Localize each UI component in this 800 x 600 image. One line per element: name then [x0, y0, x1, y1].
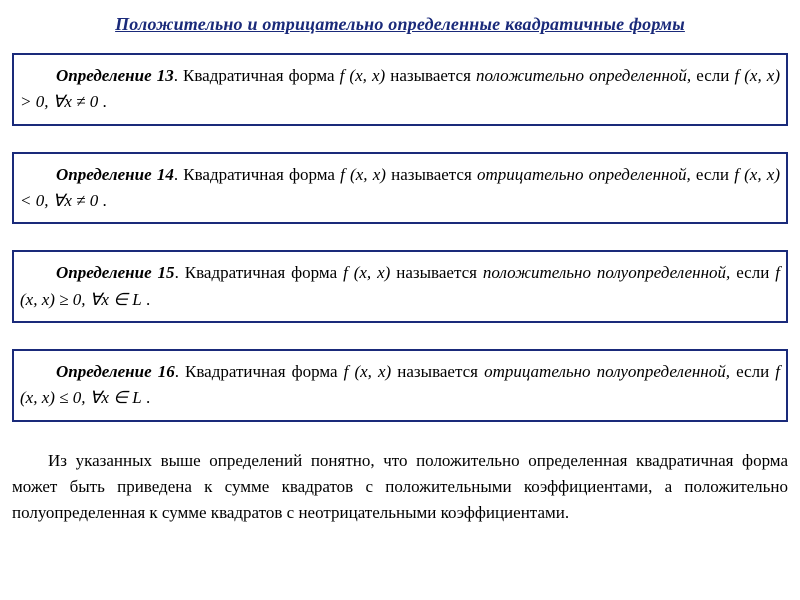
definition-15: Определение 15. Квадратичная форма f (x,… — [12, 250, 788, 323]
def16-lead: Определение 16 — [56, 362, 175, 381]
def16-post1: если — [730, 362, 775, 381]
def13-post1: если — [691, 66, 734, 85]
def13-lead: Определение 13 — [56, 66, 174, 85]
def14-post2: . — [98, 191, 107, 210]
def13-post2: . — [98, 92, 107, 111]
def15-mid: называется — [390, 263, 483, 282]
def16-pre: . Квадратичная форма — [175, 362, 344, 381]
def16-fxx: f (x, x) — [344, 362, 392, 381]
summary-paragraph: Из указанных выше определений понятно, ч… — [12, 448, 788, 527]
def14-mid: называется — [386, 165, 477, 184]
def15-post1: если — [730, 263, 775, 282]
def13-pre: . Квадратичная форма — [174, 66, 340, 85]
definition-14: Определение 14. Квадратичная форма f (x,… — [12, 152, 788, 225]
def14-fxx: f (x, x) — [340, 165, 386, 184]
summary-text: Из указанных выше определений понятно, ч… — [12, 451, 788, 523]
def13-fxx: f (x, x) — [340, 66, 386, 85]
definition-13: Определение 13. Квадратичная форма f (x,… — [12, 53, 788, 126]
def16-post2: . — [142, 388, 151, 407]
def15-lead: Определение 15 — [56, 263, 175, 282]
definition-16: Определение 16. Квадратичная форма f (x,… — [12, 349, 788, 422]
def13-mid: называется — [385, 66, 476, 85]
def15-post2: . — [142, 290, 151, 309]
def15-pre: . Квадратичная форма — [175, 263, 344, 282]
def14-term: отрицательно определенной, — [477, 165, 691, 184]
page: Положительно и отрицательно определенные… — [0, 0, 800, 537]
def16-term: отрицательно полуопределенной, — [484, 362, 730, 381]
def14-lead: Определение 14 — [56, 165, 174, 184]
page-title: Положительно и отрицательно определенные… — [12, 14, 788, 35]
def14-post1: если — [691, 165, 735, 184]
def13-term: положительно определенной, — [476, 66, 691, 85]
def16-mid: называется — [391, 362, 484, 381]
def15-fxx: f (x, x) — [343, 263, 390, 282]
def15-term: положительно полуопределенной, — [483, 263, 730, 282]
def14-pre: . Квадратичная форма — [174, 165, 340, 184]
